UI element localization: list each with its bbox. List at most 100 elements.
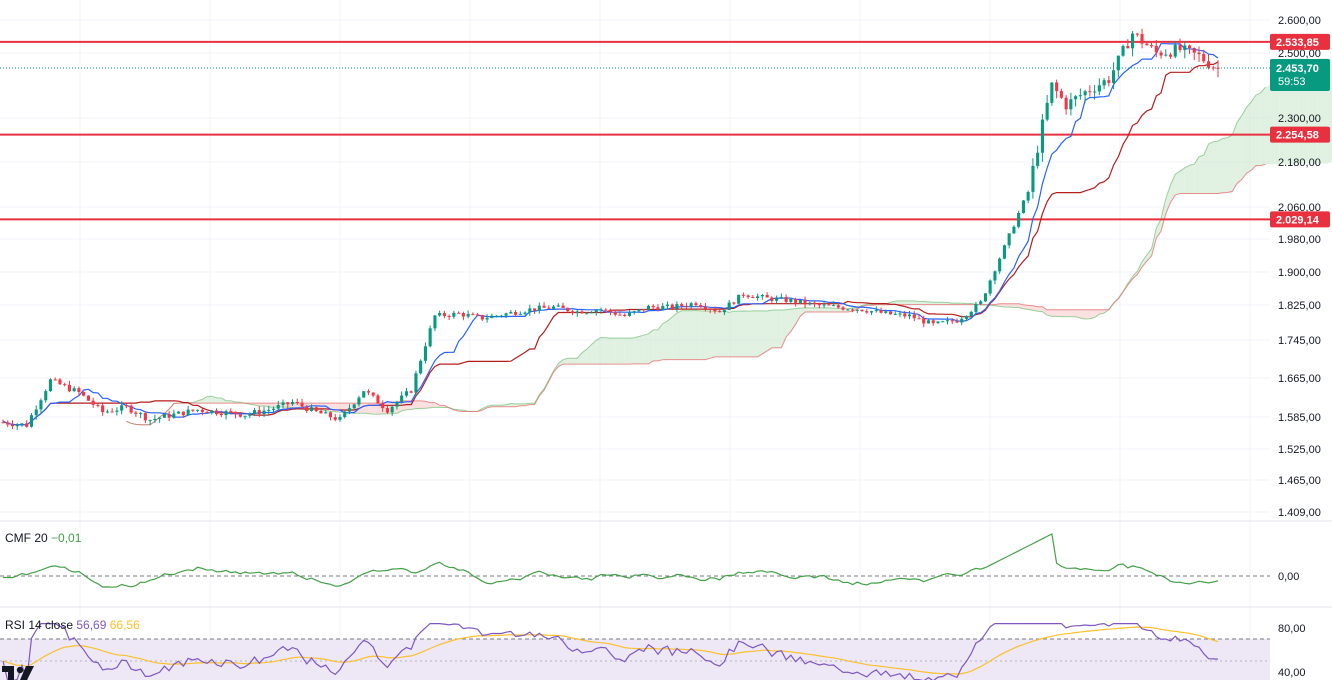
candle-body [794,299,797,303]
candle [742,293,745,298]
candle [134,411,137,417]
candle-body [737,295,740,304]
candle-body [581,311,584,313]
ichimoku-cloud [126,58,1332,425]
candle-body [1079,95,1082,96]
candle [766,292,769,297]
candle-body [1174,45,1177,57]
candle-body [20,423,23,424]
candle-body [500,316,503,317]
candle-body [471,314,474,315]
cloud-segment [1052,310,1057,317]
candle-body [870,311,873,312]
candle [338,414,341,421]
cloud-segment [1085,310,1090,319]
candle-body [614,312,617,315]
candle-body [1217,68,1220,69]
candle-body [642,309,645,310]
candle [448,314,451,320]
candle [1022,200,1025,214]
candle-body [723,310,726,312]
candle-body [149,420,152,421]
candle [215,408,218,416]
candle [96,403,99,407]
candle-body [196,410,199,411]
candle [44,389,47,402]
level-price-tag: 2.029,14 [1270,211,1330,227]
candle [1036,146,1039,169]
cloud-segment [207,396,212,403]
candle-body [158,418,161,419]
cloud-segment [767,310,772,351]
candle-body [1093,92,1096,93]
candle-body [1074,96,1077,99]
candle [1141,29,1144,49]
level-tag-label: 2.029,14 [1276,214,1320,226]
candle-body [1188,46,1191,49]
candle-body [865,311,868,312]
candle-body [861,310,864,311]
cloud-segment [1066,310,1071,317]
candle-body [785,297,788,302]
candle-body [922,318,925,323]
candle-body [348,408,351,411]
candle-body [386,408,389,413]
candle-body [1169,55,1172,57]
candle-body [1055,83,1058,92]
candle-body [438,313,441,316]
candle-body [391,407,394,413]
candle-body [789,299,792,302]
candle-body [918,318,921,319]
candle [519,311,522,315]
candle [424,342,427,363]
candle [509,310,512,314]
candle-body [1183,46,1186,51]
cloud-segment [715,311,720,357]
candle-body [557,306,560,307]
candle [206,411,209,413]
cmf-line [3,534,1218,587]
candle-body [73,388,76,391]
cloud-segment [748,311,753,357]
candle [514,310,517,316]
candle-body [267,410,270,411]
cloud-segment [1256,93,1261,166]
candle-body [851,310,854,311]
candle [1179,39,1182,53]
rsi-tick-label: 80,00 [1278,623,1306,635]
candle-body [343,412,346,417]
candle-body [419,361,422,374]
cloud-segment [1057,310,1062,317]
candle-body [101,405,104,412]
candle [495,315,498,318]
cloud-segment [743,311,748,357]
candle-body [590,312,593,313]
candle-body [125,405,128,406]
candle-body [1084,91,1087,95]
candle-body [1069,99,1072,109]
candle [1126,39,1129,48]
senkou-span-a [126,87,1265,425]
candle-body [457,313,460,314]
candle-body [827,305,830,306]
candle-body [899,314,902,315]
candle-body [951,320,954,321]
candle-body [1202,54,1205,61]
cloud-segment [910,301,915,305]
candle [419,359,422,374]
candle [984,293,987,302]
candle-body [913,315,916,319]
candle-body [1050,83,1053,103]
candle-body [429,328,432,346]
candle-body [1017,213,1020,227]
candle [372,392,375,397]
cloud-segment [620,338,625,364]
cloud-segment [1227,135,1232,192]
candle [400,391,403,403]
candle-body [837,305,840,307]
candle [429,326,432,348]
cloud-segment [796,308,801,324]
